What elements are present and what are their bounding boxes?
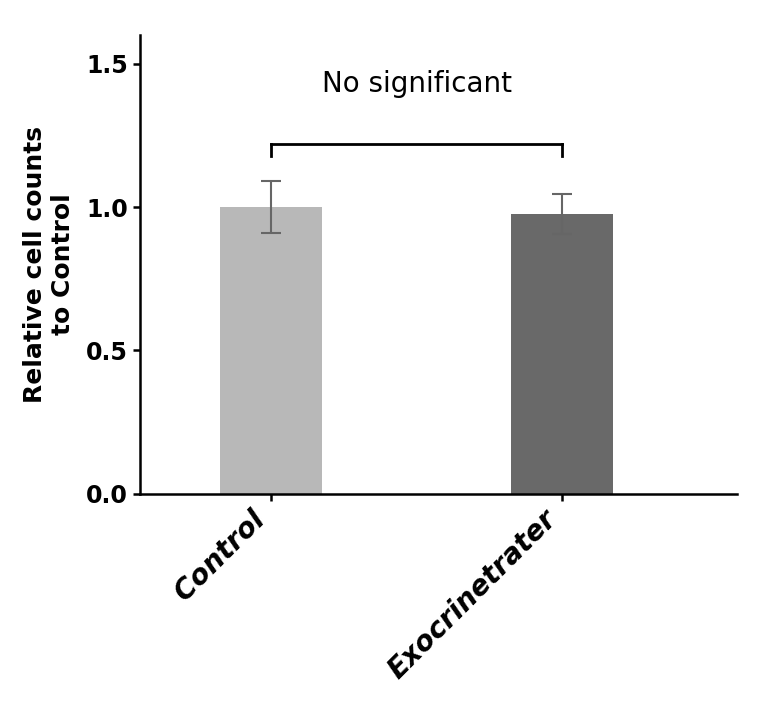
Bar — [220, 207, 322, 493]
Text: No significant: No significant — [321, 70, 511, 98]
Bar — [511, 214, 613, 493]
Y-axis label: Relative cell counts
to Control: Relative cell counts to Control — [23, 126, 75, 403]
